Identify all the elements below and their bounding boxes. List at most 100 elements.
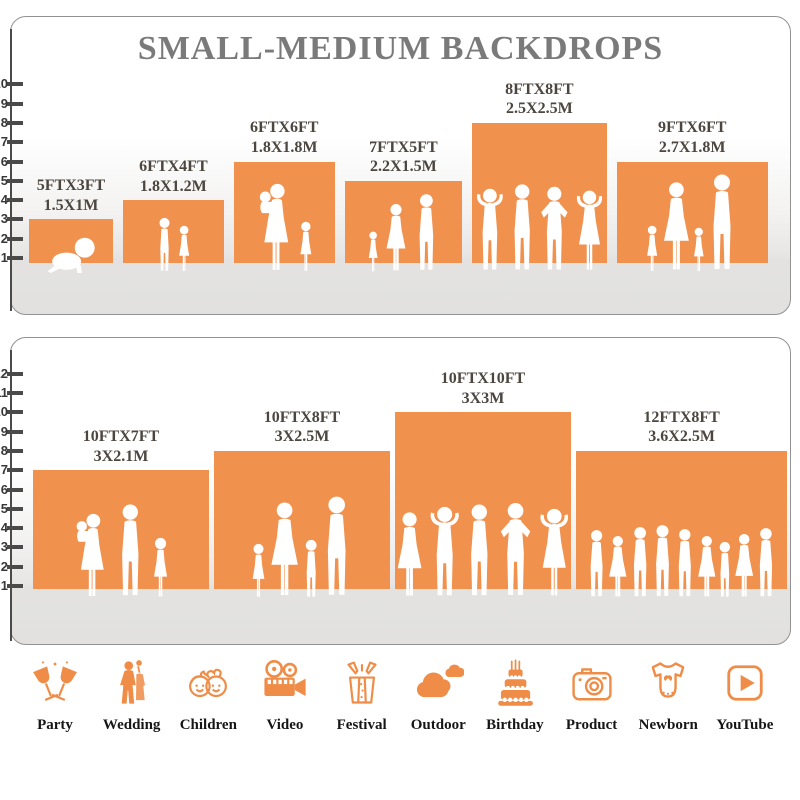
scale-number-5: 5 (0, 500, 8, 516)
scale-number-12: 12 (0, 365, 8, 381)
festival-icon (336, 657, 388, 709)
backdrop-bar-7ftx5ft: 7FTX5FT 2.2X1.5M (344, 139, 463, 263)
person-silhouette-baby (44, 235, 98, 273)
backdrop-bars-row: 5FTX3FT 1.5X1M 6FTX4FT 1.8X1.2M 6FTX6FT 1.8X1… (29, 81, 768, 264)
person-silhouette-man-cheer (424, 505, 465, 599)
size-meters: 2.5X2.5M (506, 100, 573, 118)
outdoor-icon (412, 657, 464, 709)
scale-tick-2 (7, 564, 23, 569)
newborn-icon (642, 657, 694, 709)
scale-tick-10 (7, 410, 23, 415)
category-label: Wedding (102, 717, 161, 733)
size-meters: 3X2.5M (274, 428, 330, 446)
scale-tick-5 (7, 178, 23, 183)
person-silhouette-girl (150, 537, 171, 599)
person-silhouette-woman-cheer (534, 507, 575, 599)
size-meters: 1.5X1M (43, 196, 99, 214)
backdrop-bar-9ftx6ft: 9FTX6FT 2.7X1.8M (616, 119, 768, 264)
scale-tick-3 (7, 545, 23, 550)
person-silhouette-woman (392, 511, 427, 599)
person-silhouette-man (704, 173, 740, 273)
panel-small-medium: SMALL-MEDIUM BACKDROPS 1 2 3 4 5 6 7 8 9 10 5FTX3F… (0, 16, 791, 315)
size-feet: 5FTX3FT (36, 177, 106, 195)
scale-tick-7 (7, 140, 23, 145)
person-silhouette-girl (297, 221, 315, 273)
scale-tick-7 (7, 468, 23, 473)
scale-tick-6 (7, 487, 23, 492)
category-label: Festival (336, 717, 387, 733)
person-silhouette-boy (155, 217, 174, 273)
silhouette-group (617, 173, 768, 273)
video-icon (259, 657, 311, 709)
scale-tick-6 (7, 159, 23, 164)
scale-number-6: 6 (0, 481, 8, 497)
size-meters: 1.8X1.2M (140, 177, 207, 195)
category-label: Product (565, 717, 618, 733)
size-meters: 2.2X1.5M (370, 158, 437, 176)
category-item-video: Video (248, 657, 322, 734)
person-silhouette-man (412, 193, 441, 273)
category-label: Children (179, 717, 237, 733)
person-silhouette-woman (382, 203, 410, 273)
category-item-birthday: Birthday (478, 657, 552, 734)
size-feet: 10FTX7FT (82, 428, 160, 446)
size-meters: 3X2.1M (93, 447, 149, 465)
scale-tick-1 (7, 584, 23, 588)
bar-size-label: 12FTX8FT 3.6X2.5M (643, 408, 719, 447)
person-silhouette-man-cheer (471, 187, 509, 273)
bar-size-label: 9FTX6FT 2.7X1.8M (658, 118, 726, 157)
scale-number-6: 6 (0, 153, 8, 169)
category-label: YouTube (716, 717, 774, 733)
person-silhouette-woman (658, 181, 695, 273)
scale-number-2: 2 (0, 558, 8, 574)
silhouette-group (234, 183, 335, 273)
silhouette-group (472, 183, 606, 273)
scale-tick-9 (7, 101, 23, 106)
scale-tick-8 (7, 120, 23, 125)
scale-tick-4 (7, 198, 23, 203)
bar-size-label: 10FTX8FT 3X2.5M (264, 408, 340, 447)
person-silhouette-man (318, 495, 355, 599)
scale-number-3: 3 (0, 539, 8, 555)
scale-tick-9 (7, 429, 23, 434)
category-item-newborn: Newborn (631, 657, 705, 734)
scale-number-8: 8 (0, 442, 8, 458)
scale-number-8: 8 (0, 114, 8, 130)
person-silhouette-girl (366, 231, 380, 273)
silhouette-group (29, 235, 113, 273)
category-label: Party (37, 717, 73, 733)
scale-axis-top (10, 29, 12, 311)
size-feet: 8FTX8FT (505, 80, 574, 98)
silhouette-group (395, 501, 571, 599)
scale-axis-bottom (10, 350, 12, 641)
scale-number-1: 1 (0, 578, 8, 593)
page-title: SMALL-MEDIUM BACKDROPS (137, 30, 664, 67)
backdrop-bars-row: 10FTX7FT 3X2.1M 10FTX8FT 3X2.5M 10FTX10FT 3X3… (33, 370, 788, 589)
scale-tick-10 (7, 82, 23, 87)
panel-medium-large: 12345678910111210FTX7FT3X2.1M10FTX8FT3X2… (0, 337, 791, 645)
birthday-icon (489, 657, 541, 709)
backdrop-bar-12ftx8ft: 12FTX8FT 3.6X2.5M (576, 409, 788, 589)
bar-size-label: 7FTX5FT 2.2X1.5M (369, 138, 437, 177)
person-silhouette-girl (176, 225, 192, 273)
size-feet: 6FTX6FT (249, 119, 319, 137)
scale-number-10: 10 (0, 76, 8, 92)
silhouette-group (576, 524, 787, 599)
scale-number-5: 5 (0, 172, 8, 188)
scale-number-7: 7 (0, 134, 8, 150)
scale-number-1: 1 (0, 250, 8, 265)
size-meters: 1.8X1.8M (250, 138, 318, 156)
scale-number-3: 3 (0, 211, 8, 227)
bar-size-label: 8FTX8FT 2.5X2.5M (505, 80, 573, 119)
bar-size-label: 10FTX7FT 3X2.1M (83, 427, 159, 466)
category-item-children: Children (171, 657, 245, 734)
person-silhouette-man-hips (494, 501, 537, 599)
scale-tick-2 (7, 236, 23, 241)
youtube-icon (719, 657, 771, 709)
person-silhouette-woman-carry (71, 513, 111, 599)
scale-tick-12 (7, 371, 23, 376)
backdrop-bar-6ftx6ft: 6FTX6FT 1.8X1.8M (233, 119, 335, 264)
children-icon (182, 657, 234, 709)
size-feet: 10FTX8FT (263, 408, 341, 426)
